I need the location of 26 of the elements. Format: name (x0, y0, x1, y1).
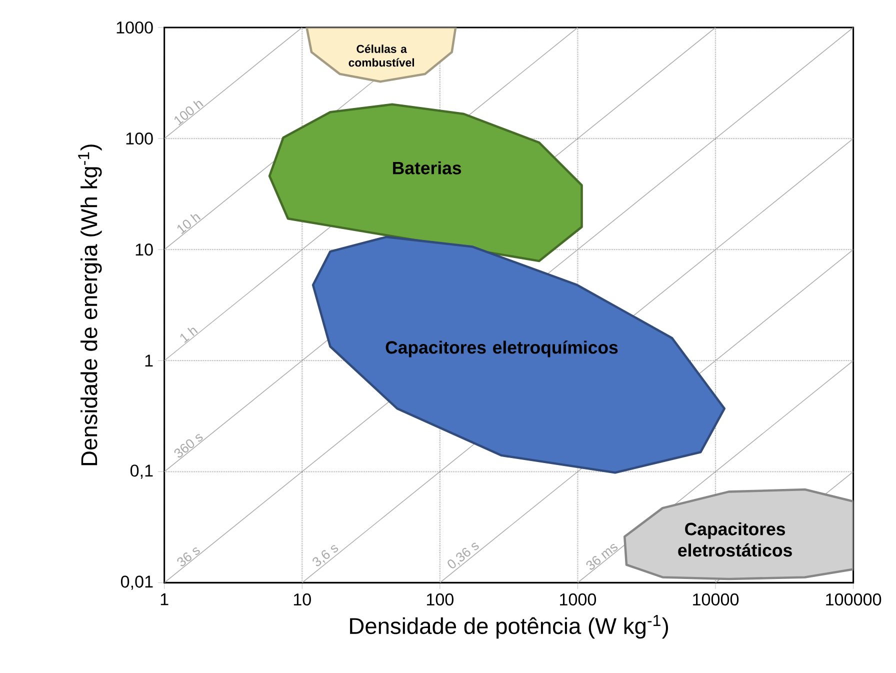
x-tick-label: 1000 (560, 593, 596, 606)
text: 10 h (177, 214, 201, 234)
y-tick-label: 0,1 (130, 464, 153, 479)
y-tick-label: 1 (145, 354, 153, 367)
y-axis-title: Densidade de energia (Wh kg$^{-1}$) (78, 144, 102, 466)
text: 3,6 s (312, 545, 338, 566)
y-tick-label: 100 (126, 132, 153, 145)
text: 36 ms (586, 544, 618, 570)
text: 1 h (180, 328, 198, 343)
text: 0,36 s (448, 542, 479, 568)
series-label: Capacitores eletroquímicos (386, 340, 618, 358)
text: 36 s (177, 548, 200, 566)
x-axis-title: Densidade de potência (W kg$^{-1}$) (350, 615, 668, 639)
y-tick-label: 0,01 (120, 576, 153, 590)
series-label: Capacitores eletrostáticos (678, 522, 792, 557)
series-label: Células a combustível (348, 44, 414, 67)
x-tick-label: 10000 (693, 593, 739, 606)
y-tick-label: 1000 (116, 22, 153, 34)
x-tick-label: 10 (294, 593, 311, 606)
x-tick-label: 100 (426, 593, 454, 606)
y-tick-label: 10 (136, 244, 153, 256)
x-tick-label: 100000 (826, 593, 882, 606)
series-label: Baterias (393, 161, 462, 174)
text: 100 h (174, 100, 204, 126)
text: 360 s (174, 434, 203, 458)
x-tick-label: 1 (160, 594, 168, 606)
